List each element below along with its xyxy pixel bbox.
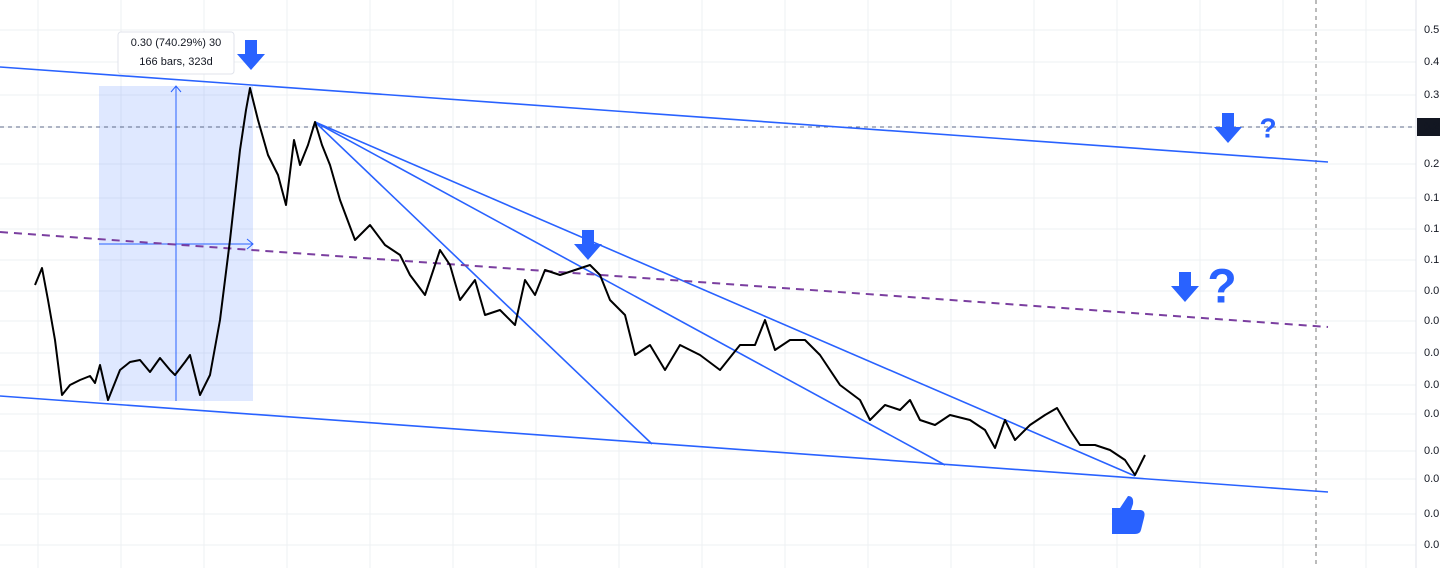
price-label: 0.0 [1424,539,1439,551]
price-label: 0.0 [1424,445,1439,457]
annotation: ? [1207,261,1236,314]
trend-line [314,121,946,466]
price-line [34,87,1146,476]
arrow-down-icon [574,230,602,260]
measure-arrow [170,85,182,93]
arrow-down-icon [1214,113,1242,143]
annotation: ? [1259,112,1276,143]
price-label: 0.1 [1424,223,1439,235]
price-label: 0.1 [1424,254,1439,266]
current-price-box [1417,118,1440,136]
trend-line [0,395,1329,493]
icons [237,40,1242,534]
trend-line [314,121,1136,477]
thumbs-up-icon [1112,496,1145,534]
price-label: 0.5 [1424,24,1439,36]
grid [0,0,1416,568]
price-label: 0.1 [1424,192,1439,204]
price-label: 0.0 [1424,408,1439,420]
tooltip-box [117,31,235,75]
measure-arrow [246,238,254,250]
price-label: 0.0 [1424,347,1439,359]
trend-lines [0,66,1329,493]
trend-line [0,66,1329,163]
price-label: 0.0 [1424,285,1439,297]
arrow-down-icon [237,40,265,70]
price-axis: 0.5 0.4 0.3 0.2 0.2 0.1 0.1 0.1 0.0 0.0 0.0 0.0 0.0 0… [1417,24,1440,551]
price-label: 0.3 [1424,89,1439,101]
tooltip-line: 0.30 (740.29%) 30 [131,37,222,49]
price-label: 0.0 [1424,315,1439,327]
trend-line [314,121,653,445]
price-label: 0.0 [1424,473,1439,485]
arrow-down-icon [1171,272,1199,302]
price-label: 0.0 [1424,379,1439,391]
price-label: 0.0 [1424,508,1439,520]
price-label: 0.4 [1424,56,1439,68]
price-label: 0.2 [1424,158,1439,170]
dashed-trend [0,231,1329,328]
price-label: 0.2 [1424,121,1439,133]
tooltip-line: 166 bars, 323d [139,56,212,68]
